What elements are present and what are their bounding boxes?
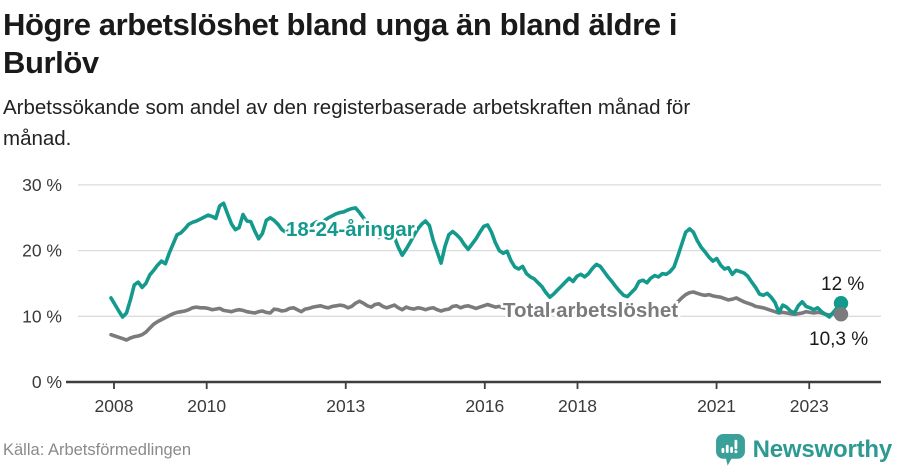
end-value-label-youth: 12 % [821,274,864,295]
chart-subtitle: Arbetssökande som andel av den registerb… [3,93,888,155]
x-tick-label: 2016 [465,396,504,416]
series-label-total: Total arbetslöshet [503,299,678,322]
x-tick-label: 2013 [326,396,365,416]
x-tick-label: 2021 [697,396,736,416]
subtitle-line-1: Arbetssökande som andel av den registerb… [3,95,691,119]
brand-name: Newsworthy [752,436,893,463]
series-end-dot-total [833,307,849,322]
title-line-2: Burlöv [3,45,99,81]
newsworthy-logo-icon [715,434,745,466]
x-tick-label: 2008 [95,396,134,416]
subtitle-line-2: månad. [3,126,72,150]
y-tick-label: 0 % [32,372,62,392]
series-line-youth [109,201,843,319]
y-tick-label: 10 % [22,306,62,326]
line-chart: 0 % 10 % 20 % 30 % 2008 2010 2013 2016 2018 2021 2… [22,175,881,416]
y-tick-label: 30 % [22,175,62,195]
series-label-youth: 18-24-åringar [286,218,415,241]
end-value-label-total: 10,3 % [809,329,868,350]
footer: Källa: Arbetsförmedlingen Newsworthy [0,430,900,474]
x-tick-label: 2023 [790,396,829,416]
x-tick-label: 2018 [558,396,597,416]
title-line-1: Högre arbetslöshet bland unga än bland ä… [3,7,678,42]
x-tick-label: 2010 [187,396,226,416]
brand: Newsworthy [715,434,893,466]
chart-title: Högre arbetslöshet bland unga än bland ä… [3,6,888,83]
header: Högre arbetslöshet bland unga än bland ä… [0,0,900,165]
source-note: Källa: Arbetsförmedlingen [3,440,192,459]
series-line-total [109,290,843,342]
y-tick-label: 20 % [22,241,62,261]
series-end-dot-youth [833,296,849,311]
